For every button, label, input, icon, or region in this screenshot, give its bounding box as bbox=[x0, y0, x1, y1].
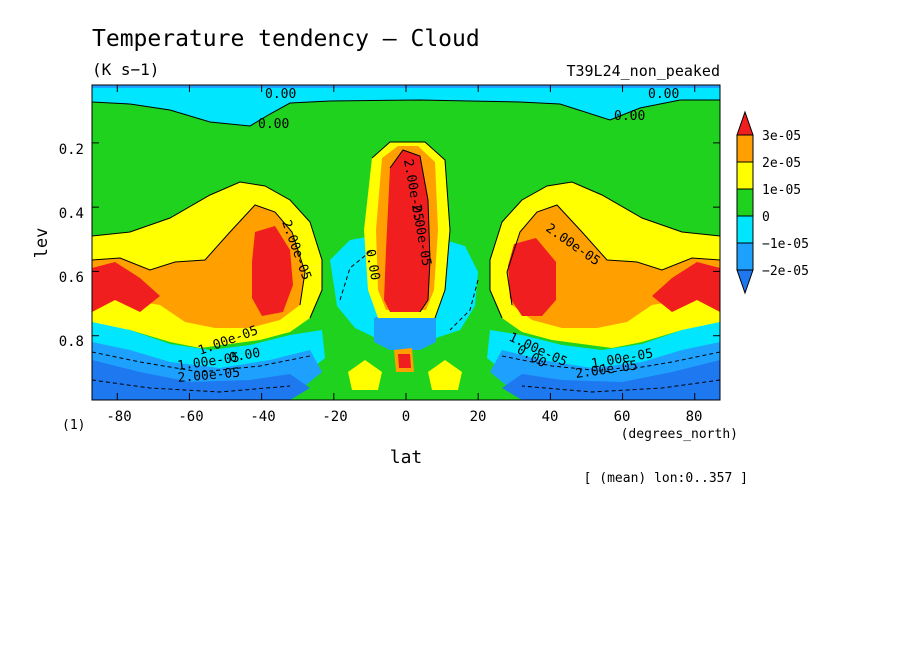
colorbar-band bbox=[736, 134, 754, 163]
contour-label: 0.00 bbox=[258, 117, 289, 132]
contour-label: 0.00 bbox=[265, 87, 296, 102]
contour-north-lobe bbox=[489, 181, 720, 319]
region-surface-cell-east bbox=[428, 360, 462, 390]
region-south-peak-1 bbox=[252, 226, 293, 316]
colorbar-band bbox=[736, 215, 754, 244]
x-tick-label: 60 bbox=[614, 409, 631, 425]
colorbar-label: −2e-05 bbox=[762, 264, 809, 279]
contour-label: 0.00 bbox=[362, 248, 382, 281]
y-tick-label: 0.4 bbox=[59, 206, 84, 222]
region-upper-negative bbox=[92, 85, 720, 126]
y-tick-labels: 0.2 0.4 0.6 0.8 bbox=[59, 142, 84, 350]
x-tick-label: 40 bbox=[542, 409, 559, 425]
x-tick-label: -40 bbox=[250, 409, 275, 425]
axis-ticks bbox=[92, 85, 720, 400]
colorbar-label: 3e-05 bbox=[762, 129, 801, 144]
x-tick-label: 20 bbox=[470, 409, 487, 425]
x-tick-labels: -80 -60 -40 -20 0 20 40 60 80 bbox=[106, 409, 702, 425]
x-tick-label: 80 bbox=[686, 409, 703, 425]
contour-south-inner bbox=[92, 204, 306, 306]
contour-north-surface bbox=[501, 351, 720, 393]
contour-label: 2.00e-05 bbox=[177, 366, 241, 386]
region-equator-deep bbox=[374, 312, 436, 350]
x-tick-label: -80 bbox=[106, 409, 131, 425]
contour-label: 0.00 bbox=[228, 346, 261, 366]
colorbar bbox=[736, 110, 754, 295]
contour-label: 0.00 bbox=[614, 109, 645, 124]
region-surface-core bbox=[398, 354, 411, 368]
x-axis-title: lat bbox=[390, 447, 423, 468]
colorbar-labels: 3e-05 2e-05 1e-05 0 −1e-05 −2e-05 bbox=[762, 129, 809, 279]
colorbar-band bbox=[736, 161, 754, 190]
colorbar-arrow-top bbox=[736, 110, 754, 136]
plot-area bbox=[92, 85, 720, 400]
colorbar-label: 1e-05 bbox=[762, 183, 801, 198]
contour-zero-upper bbox=[92, 99, 720, 127]
y-tick-label: 0.8 bbox=[59, 334, 84, 350]
region-south-surface-coldest bbox=[92, 360, 310, 400]
mean-note: [ (mean) lon:0..357 ] bbox=[584, 471, 748, 486]
region-surface-cell-west bbox=[348, 360, 382, 390]
contour-south-lobe bbox=[92, 181, 323, 319]
contour-equator-neg bbox=[339, 249, 479, 331]
y-axis-title: lev bbox=[32, 228, 52, 259]
x-tick-label: -60 bbox=[178, 409, 203, 425]
y-tick-label: 0.6 bbox=[59, 270, 84, 286]
x-tick-label: -20 bbox=[322, 409, 347, 425]
colorbar-band bbox=[736, 242, 754, 271]
region-north-peak-1 bbox=[508, 238, 556, 316]
contour-south-surface bbox=[92, 351, 311, 393]
region-north-peak-2 bbox=[652, 262, 720, 312]
chart-title: Temperature tendency — Cloud bbox=[92, 26, 480, 52]
region-south-peak-2 bbox=[92, 262, 160, 312]
colorbar-arrow-bottom bbox=[736, 269, 754, 295]
contour-tower-core bbox=[389, 149, 431, 313]
colorbar-band bbox=[736, 188, 754, 217]
contour-tower bbox=[371, 141, 451, 319]
x-axis-unit: (degrees_north) bbox=[621, 427, 738, 442]
x-tick-label: 0 bbox=[402, 409, 410, 425]
region-north-surface-coldest bbox=[502, 360, 720, 400]
region-tower-core bbox=[384, 150, 430, 312]
chart-units: (K s−1) bbox=[92, 60, 159, 79]
y-axis-unit: (1) bbox=[62, 418, 85, 433]
run-label: T39L24_non_peaked bbox=[566, 62, 720, 80]
contour-north-inner bbox=[506, 204, 720, 306]
colorbar-label: −1e-05 bbox=[762, 237, 809, 252]
contour-label: 0.00 bbox=[648, 87, 679, 102]
colorbar-label: 0 bbox=[762, 210, 770, 225]
y-tick-label: 0.2 bbox=[59, 142, 84, 158]
colorbar-label: 2e-05 bbox=[762, 156, 801, 171]
contour-lines bbox=[92, 99, 720, 393]
